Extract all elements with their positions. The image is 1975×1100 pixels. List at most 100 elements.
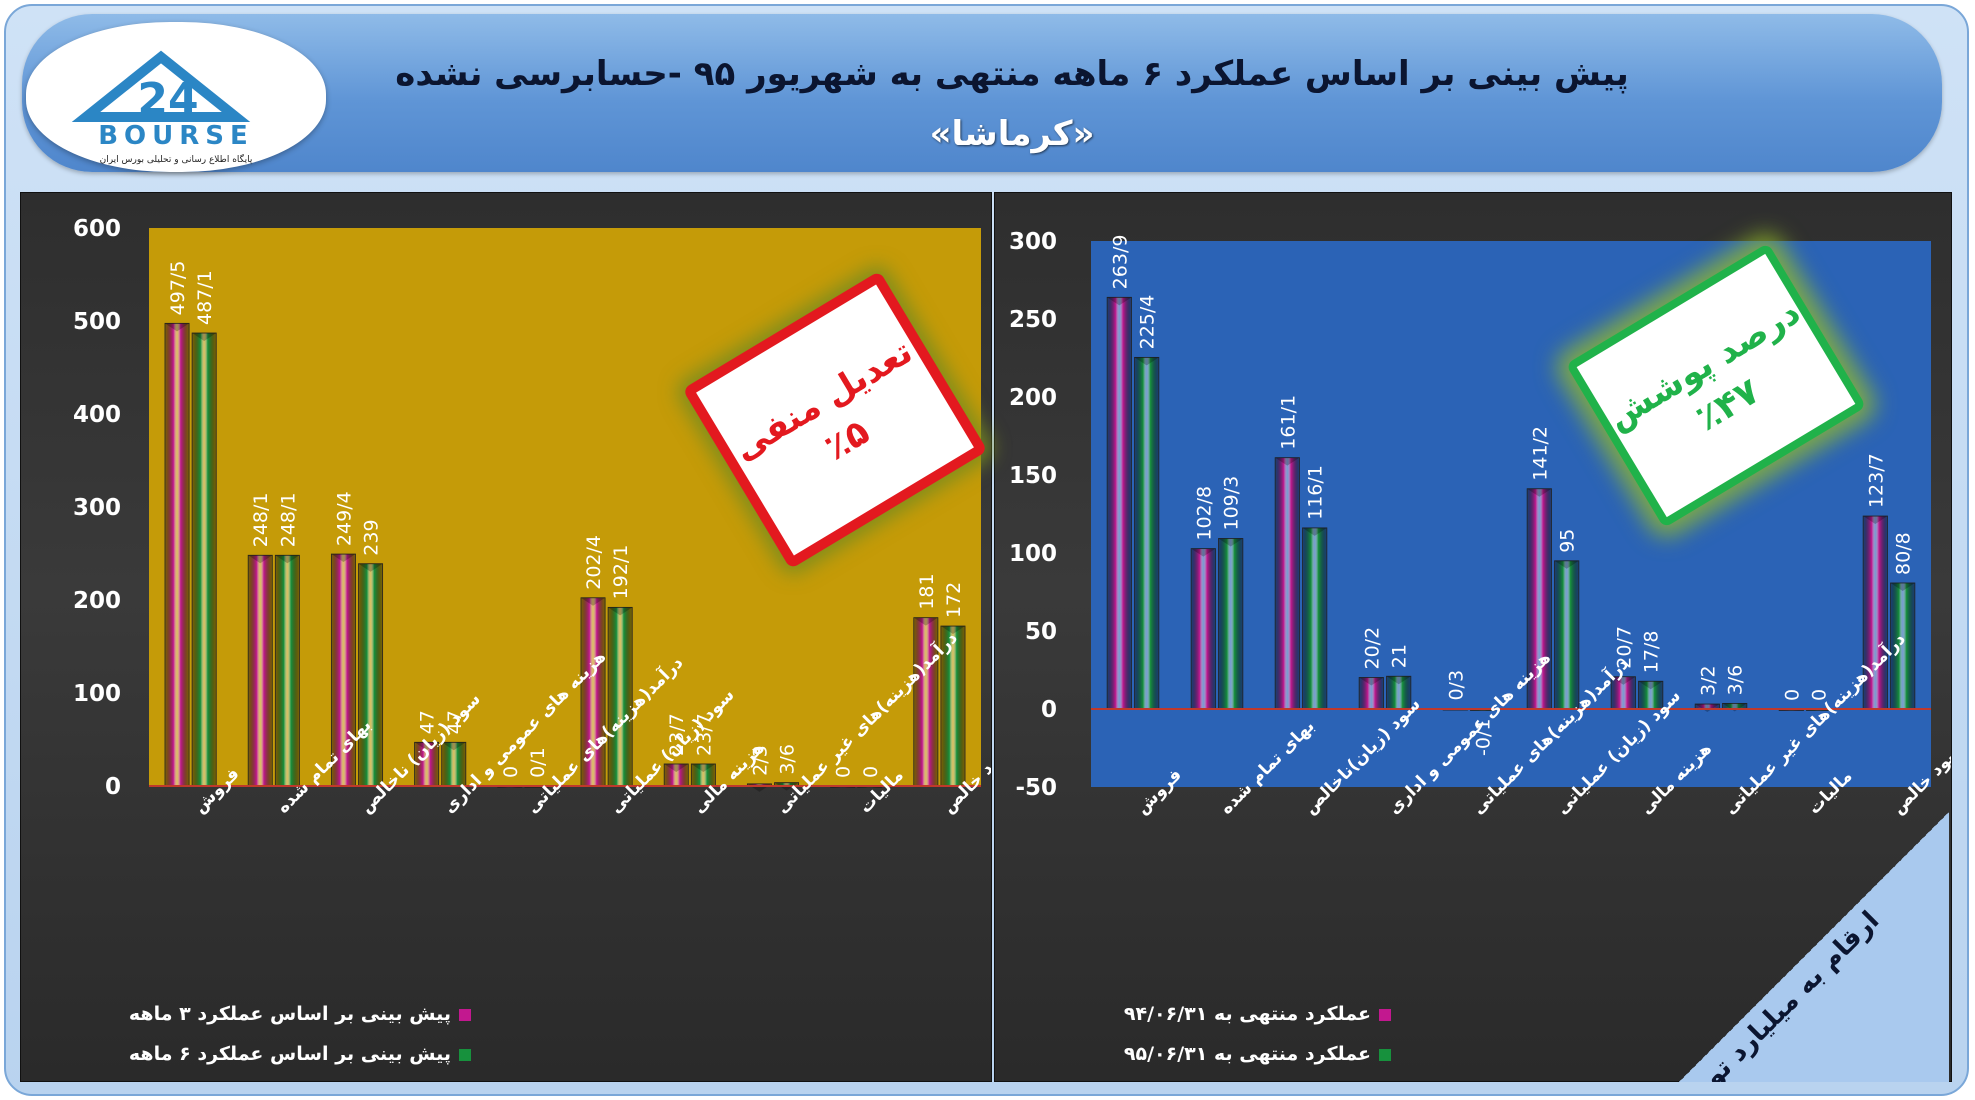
bar-value-label: 225/4 — [1137, 295, 1159, 350]
bar-value-label: 80/8 — [1893, 532, 1915, 575]
bar-value-label: 23/7 — [666, 713, 688, 756]
legend-label: پیش بینی بر اساس عملکرد ۶ ماهه — [128, 1043, 451, 1065]
bar-value-label: 192/1 — [610, 545, 632, 600]
bar-value-label: 0 — [860, 766, 882, 778]
y-tick-label: 0 — [105, 774, 121, 800]
bar — [1638, 680, 1664, 710]
bar-value-label: 20/7 — [1613, 626, 1635, 669]
bar — [1358, 677, 1384, 710]
bourse24-logo: 24 BOURSE پایگاه اطلاع رسانی و تحلیلی بو… — [26, 22, 326, 172]
bar-cap — [164, 323, 190, 332]
bar — [247, 554, 273, 787]
bar-value-label: 102/8 — [1193, 486, 1215, 541]
bar-cap — [192, 332, 217, 341]
legend-item-94: عملکرد منتهی به ۹۴/۰۶/۳۱ — [1124, 1003, 1391, 1025]
bar-cap — [414, 742, 439, 751]
bar-cap — [441, 742, 466, 751]
y-tick-label: 100 — [73, 681, 121, 707]
bar — [1386, 675, 1412, 710]
bar-cap — [691, 763, 716, 772]
bar-value-label: 248/1 — [277, 493, 299, 548]
bar — [191, 332, 217, 787]
y-tick-label: 400 — [73, 402, 121, 428]
y-tick-label: 150 — [1009, 463, 1057, 489]
bar-value-label: 497/5 — [167, 261, 189, 316]
actual-bar-chart: -50 0 50 100 150 200 250 300 263/9 102/8 161/1 20/2… — [1009, 229, 1951, 819]
bar — [1862, 515, 1888, 710]
bar-cap — [1611, 676, 1636, 685]
bar-value-label: 263/9 — [1109, 235, 1131, 290]
bar — [1218, 538, 1244, 710]
bar-value-label: 23/7 — [693, 713, 715, 756]
legend-label: عملکرد منتهی به ۹۴/۰۶/۳۱ — [1123, 1003, 1371, 1025]
logo-wordmark: BOURSE — [98, 121, 254, 151]
bar-cap — [275, 555, 300, 564]
bar-cap — [913, 617, 938, 626]
bar-cap — [1302, 527, 1327, 536]
y-tick-label: 300 — [1009, 229, 1057, 255]
bar-value-label: 20/2 — [1361, 627, 1383, 670]
bar — [1554, 560, 1580, 710]
bar-value-label: 249/4 — [333, 491, 355, 546]
bar-value-label: 141/2 — [1529, 426, 1551, 481]
legend-marker-magenta — [459, 1008, 471, 1021]
bar-cap — [940, 626, 966, 635]
page-title: پیش بینی بر اساس عملکرد ۶ ماهه منتهی به … — [395, 54, 1629, 94]
bar-cap — [580, 597, 606, 606]
bar-value-label: 2/3 — [749, 745, 771, 776]
bar — [1106, 296, 1132, 710]
bar-cap — [1359, 677, 1384, 686]
legend-label: عملکرد منتهی به ۹۵/۰۶/۳۱ — [1123, 1043, 1371, 1065]
corner-triangle — [1679, 812, 1949, 1082]
bar-value-label: 21 — [1389, 644, 1411, 668]
bar-value-label: 172 — [943, 582, 965, 618]
y-tick-label: 250 — [1009, 307, 1057, 333]
legend-marker-green — [459, 1048, 471, 1061]
logo-tagline: پایگاه اطلاع رسانی و تحلیلی بورس ایران — [100, 153, 253, 165]
y-tick-label: 100 — [1009, 541, 1057, 567]
bar-cap — [1554, 560, 1579, 569]
bar-cap — [1134, 357, 1159, 366]
bar — [1610, 676, 1636, 710]
bar-cap — [1275, 457, 1300, 466]
bar-value-label: 3/6 — [1725, 665, 1747, 696]
logo-roof-icon — [71, 50, 251, 122]
y-tick-label: 200 — [1009, 385, 1057, 411]
bar-cap — [608, 607, 633, 616]
header-banner: پیش بینی بر اساس عملکرد ۶ ماهه منتهی به … — [22, 14, 1942, 172]
legend-item-95: عملکرد منتهی به ۹۵/۰۶/۳۱ — [1124, 1043, 1391, 1065]
bar-value-label: 0 — [833, 766, 855, 778]
bar-value-label: 3/6 — [777, 744, 799, 775]
bar — [940, 625, 966, 787]
bar — [1302, 527, 1328, 710]
legend-item-3month: پیش بینی بر اساس عملکرد ۳ ماهه — [129, 1003, 471, 1025]
bar-value-label: 181 — [916, 573, 938, 609]
y-tick-label: 600 — [73, 216, 121, 242]
legend-label: پیش بینی بر اساس عملکرد ۳ ماهه — [128, 1003, 451, 1025]
legend-item-6month: پیش بینی بر اساس عملکرد ۶ ماهه — [129, 1043, 471, 1065]
bar-cap — [1638, 681, 1663, 690]
forecast-bar-chart: 0 100 200 300 400 500 600 497/5 248/1 249/4 47 0 202… — [73, 216, 991, 818]
bar-cap — [1722, 703, 1747, 712]
bar-value-label: 0/3 — [1445, 670, 1467, 701]
legend-marker-magenta — [1379, 1008, 1391, 1021]
bar-cap — [1890, 582, 1915, 591]
bar-value-label: 47 — [444, 710, 466, 734]
units-corner-banner: ارقام به میلیارد تومان — [1679, 812, 1949, 1082]
bar-value-label: 0 — [1809, 689, 1831, 701]
bar-cap — [331, 554, 356, 563]
bar — [1134, 356, 1160, 710]
bar — [1190, 548, 1216, 710]
bar-cap — [1527, 488, 1552, 497]
bar-cap — [664, 763, 689, 772]
stamp-title: تعدیل منفی — [726, 331, 920, 469]
bar-value-label: 487/1 — [194, 270, 216, 325]
bar — [1526, 488, 1552, 710]
bar-value-label: 202/4 — [583, 535, 605, 590]
bar-value-label: 248/1 — [250, 493, 272, 548]
bar-value-label: 0 — [1781, 689, 1803, 701]
y-tick-label: 300 — [73, 495, 121, 521]
bar-cap — [1863, 516, 1888, 525]
y-tick-label: 200 — [73, 588, 121, 614]
bar — [913, 617, 939, 787]
